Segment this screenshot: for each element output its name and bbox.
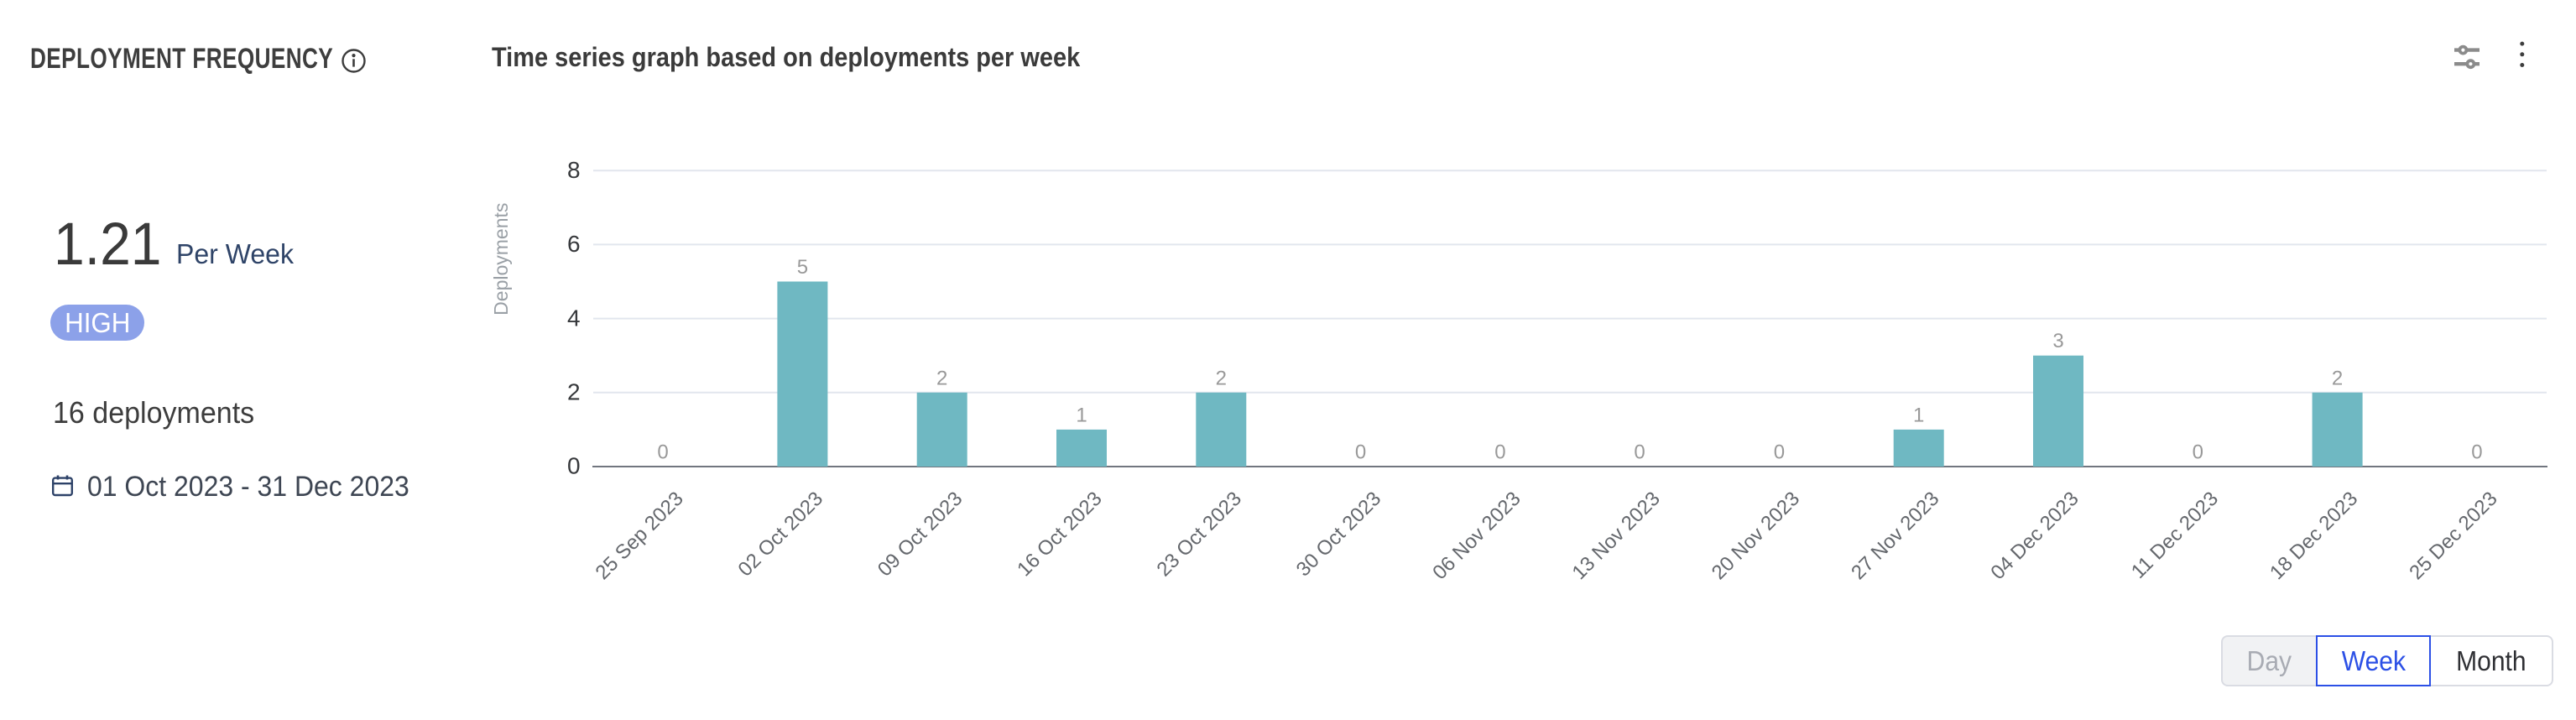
- svg-text:06 Nov 2023: 06 Nov 2023: [1428, 488, 1525, 584]
- svg-text:18 Dec 2023: 18 Dec 2023: [2266, 488, 2362, 584]
- svg-text:09 Oct 2023: 09 Oct 2023: [873, 488, 967, 582]
- svg-text:0: 0: [1634, 441, 1645, 464]
- svg-text:1: 1: [1076, 404, 1087, 426]
- svg-text:8: 8: [567, 157, 581, 183]
- svg-text:04 Dec 2023: 04 Dec 2023: [1986, 488, 2083, 584]
- svg-text:2: 2: [567, 379, 581, 405]
- svg-text:11 Dec 2023: 11 Dec 2023: [2127, 488, 2223, 583]
- svg-text:0: 0: [2471, 441, 2482, 464]
- svg-text:20 Nov 2023: 20 Nov 2023: [1708, 488, 1804, 584]
- svg-text:25 Dec 2023: 25 Dec 2023: [2405, 488, 2501, 584]
- svg-text:Deployments: Deployments: [490, 203, 512, 316]
- svg-text:0: 0: [2193, 441, 2203, 464]
- svg-text:0: 0: [567, 453, 581, 479]
- svg-text:5: 5: [797, 256, 808, 279]
- svg-text:2: 2: [1216, 367, 1227, 389]
- svg-text:2: 2: [2332, 367, 2343, 389]
- svg-text:0: 0: [1494, 441, 1505, 464]
- svg-text:0: 0: [1355, 441, 1366, 464]
- svg-text:02 Oct 2023: 02 Oct 2023: [734, 488, 828, 582]
- svg-text:25 Sep 2023: 25 Sep 2023: [591, 488, 687, 584]
- svg-text:2: 2: [936, 367, 947, 389]
- svg-text:0: 0: [657, 441, 668, 464]
- svg-text:23 Oct 2023: 23 Oct 2023: [1152, 488, 1246, 582]
- svg-text:27 Nov 2023: 27 Nov 2023: [1847, 488, 1943, 584]
- svg-text:4: 4: [567, 305, 581, 331]
- svg-text:16 Oct 2023: 16 Oct 2023: [1013, 488, 1107, 582]
- svg-text:0: 0: [1774, 441, 1785, 464]
- svg-text:1: 1: [1913, 404, 1924, 426]
- svg-text:6: 6: [567, 231, 581, 257]
- svg-text:13 Nov 2023: 13 Nov 2023: [1568, 488, 1665, 584]
- svg-text:3: 3: [2052, 330, 2063, 352]
- svg-text:30 Oct 2023: 30 Oct 2023: [1292, 488, 1386, 582]
